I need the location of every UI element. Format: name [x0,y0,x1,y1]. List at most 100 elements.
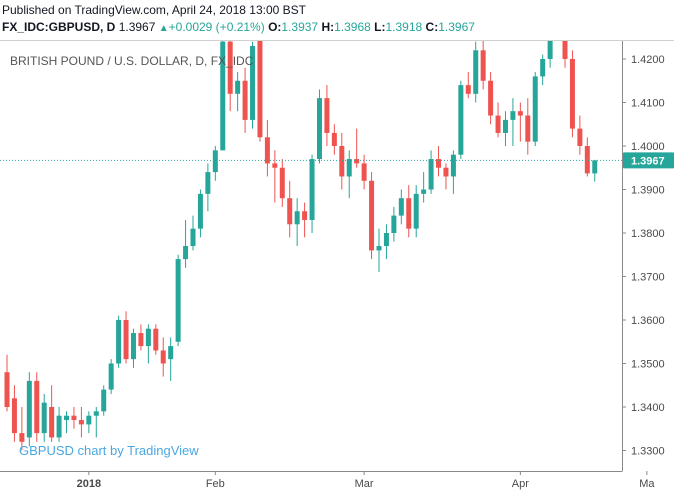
time-tick-label: 2018 [77,478,101,490]
candle-body [302,211,308,220]
chart-panel[interactable]: 1.3300 1.3400 1.3500 1.3600 1.3700 1.3800 1.39… [0,40,674,494]
candle [458,80,464,160]
candle-body [473,50,479,94]
candle-body [339,146,345,177]
last-price-tag-label: 1.3967 [631,155,665,167]
price-tick-label: 1.3500 [631,359,665,371]
candle [145,324,151,364]
candle [130,328,136,368]
up-arrow-icon: ▲ [158,23,169,34]
candle-body [264,137,270,164]
candle [569,50,575,138]
candle [250,41,256,129]
candle [205,163,211,212]
open-value: 1.3937 [281,20,319,34]
candle [4,354,10,412]
candle-body [331,132,337,146]
candle [190,215,196,251]
symbol-label[interactable]: FX_IDC:GBPUSD, D [2,20,116,34]
candle [294,198,300,247]
candle-body [64,415,70,421]
candle [339,132,345,190]
candle [264,119,270,177]
candle [78,407,84,438]
candle-body [41,402,47,434]
candle-body [525,115,531,142]
high-label: H: [321,20,335,34]
candle [34,372,40,442]
candle [383,224,389,260]
candle-body [428,159,434,190]
price-tick-label: 1.3700 [631,272,665,284]
candle-body [168,346,174,360]
candle-body [272,163,278,168]
candle-body [116,320,122,364]
candle [421,172,427,203]
candle-body [436,159,442,168]
candle-body [316,98,322,160]
candle [495,102,501,138]
candle [473,41,479,103]
candle-body [183,246,189,260]
candle [450,150,456,194]
price-tick-label: 1.3400 [631,402,665,414]
price-tick-label: 1.3900 [631,185,665,197]
candle-body [175,259,181,342]
price-tick-label: 1.3800 [631,228,665,240]
candle [354,128,360,168]
price-change: +0.0029 (+0.21%) [168,20,265,34]
candle [71,407,77,429]
candle-body [138,333,144,347]
candle-body [421,189,427,194]
candle [361,154,367,190]
close-label: C: [425,20,439,34]
candle-body [26,380,32,438]
candle [443,163,449,190]
candle [123,311,129,364]
candle-body [101,389,107,412]
candle [220,41,226,151]
candle [93,407,99,438]
last-price: 1.3967 [118,20,156,34]
candle [175,254,181,347]
candle-body [257,41,263,138]
candle-body [443,167,449,177]
candle [116,315,122,368]
candle-body [517,111,523,116]
candle-body [391,215,397,233]
price-axis[interactable]: 1.3300 1.3400 1.3500 1.3600 1.3700 1.3800 1.39… [622,41,665,458]
candlestick-chart[interactable]: 1.3300 1.3400 1.3500 1.3600 1.3700 1.3800 1.39… [0,41,674,494]
candle-body [540,59,546,77]
candle-body [227,41,233,94]
candle-body [465,85,471,94]
candle [197,189,203,238]
candle [540,54,546,86]
candle [153,324,159,355]
close-value: 1.3967 [438,20,475,34]
published-caption: Published on TradingView.com, April 24, … [2,3,306,17]
candle-body [19,433,25,442]
candle [227,41,233,112]
candle [376,228,382,273]
candle [108,359,114,394]
candle-body [488,80,494,116]
candle-body [398,198,404,216]
candle [19,407,25,451]
low-value: 1.3918 [385,20,423,34]
candle-body [369,180,375,251]
price-tick-label: 1.4200 [631,54,665,66]
candle-body [547,41,553,59]
candle-body [123,320,129,360]
candle [287,180,293,238]
candle-body [279,167,285,199]
candle-body [294,211,300,225]
time-axis[interactable]: 2018 Feb Mar Apr Ma [77,471,656,490]
candle-body [130,333,136,360]
candle-body [205,172,211,194]
candle-body [569,59,575,129]
candle [584,137,590,177]
published-text: Published on TradingView.com, April 24, … [2,3,306,17]
candle [488,72,494,125]
candle [302,202,308,238]
candle-body [413,193,419,229]
